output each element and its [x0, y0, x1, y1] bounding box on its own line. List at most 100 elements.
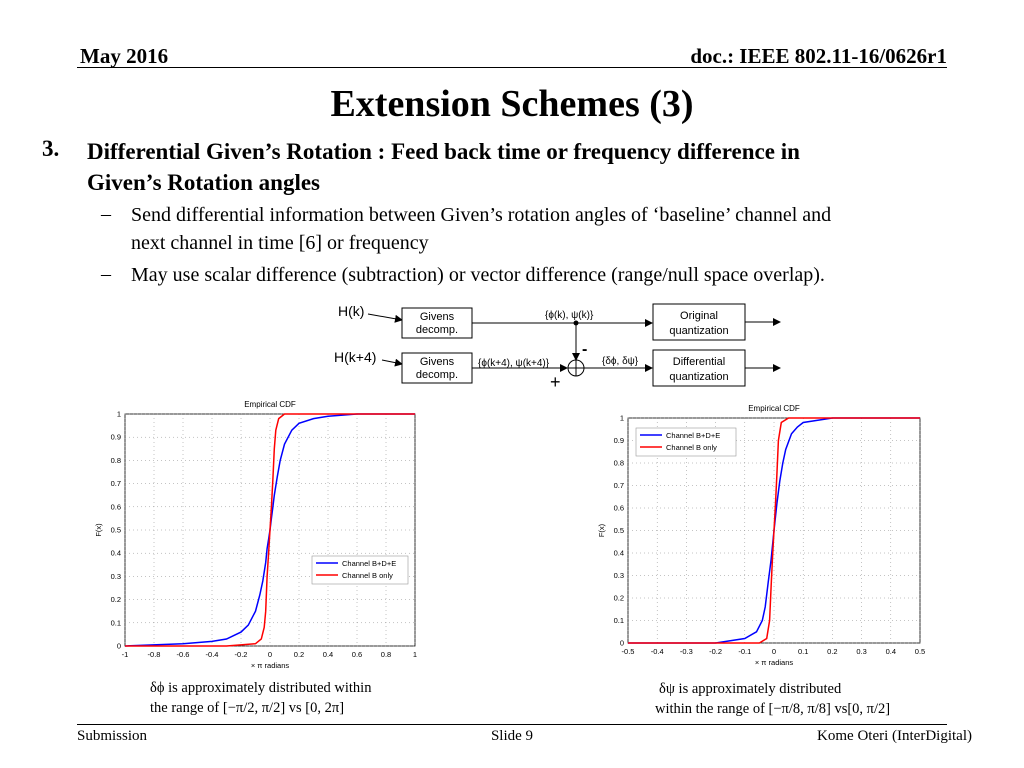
minus-sign: - — [582, 341, 587, 358]
legend-label: Channel B+D+E — [666, 431, 720, 440]
x-tick-label: -0.3 — [680, 647, 693, 656]
x-tick-label: 0.2 — [294, 650, 304, 659]
caption-right: δψ is approximately distributed within t… — [655, 679, 890, 719]
givens-box-2-line-1: Givens — [420, 356, 455, 368]
subpoint-1-line-1: Send differential information between Gi… — [131, 204, 832, 226]
caption-left-line-2: the range of [−π/2, π/2] vs [0, 2π] — [150, 700, 345, 716]
x-tick-label: 0 — [772, 647, 776, 656]
y-tick-label: 0.4 — [614, 549, 624, 558]
series-line-channel-b-only — [125, 413, 415, 647]
caption-left: δϕ is approximately distributed within t… — [150, 678, 371, 718]
original-quant-line-2: quantization — [669, 325, 728, 337]
footer-submission: Submission — [77, 728, 148, 744]
cdf-chart-phi: -1 -0.8 -0.6 -0.4 -0.2 0 0.2 0.4 0.6 0.8 1 0 0.1 0.2 0… — [94, 400, 417, 670]
arrow-hk — [367, 313, 403, 323]
point-text: Differential Given’s Rotation : Feed bac… — [87, 136, 967, 198]
x-tick-label: -0.2 — [235, 650, 248, 659]
header-doc-id: doc.: IEEE 802.11-16/0626r1 — [690, 44, 947, 68]
x-axis-label: × π radians — [251, 661, 290, 670]
x-tick-label: 0.8 — [381, 650, 391, 659]
givens-decomp-box-2 — [401, 352, 473, 384]
legend-box — [635, 427, 737, 457]
y-axis-label: F(x) — [94, 523, 103, 537]
x-tick-label: -0.5 — [622, 647, 635, 656]
footer-slide-number: Slide 9 — [490, 728, 534, 744]
givens-box-1-line-1: Givens — [420, 311, 455, 323]
differential-quant-line-1: Differential — [673, 356, 725, 368]
x-tick-label: -0.6 — [177, 650, 190, 659]
y-tick-label: 0.8 — [111, 456, 121, 465]
header-date: May 2016 — [80, 44, 169, 68]
block-diagram: H(k) H(k+4) Givens decomp. Givens decomp… — [334, 303, 781, 392]
x-tick-label: -0.4 — [651, 647, 664, 656]
y-tick-label: 0.5 — [614, 526, 624, 535]
point-line-2: Given’s Rotation angles — [87, 170, 320, 195]
y-tick-label: 0.8 — [614, 459, 624, 468]
subpoint-1-line-2: next channel in time [6] or frequency — [131, 232, 429, 254]
legend-label: Channel B only — [342, 571, 393, 580]
chart-title: Empirical CDF — [748, 404, 800, 413]
caption-right-line-2: within the range of [−π/8, π/8] vs[0, π/… — [655, 701, 891, 717]
x-axis-label: × π radians — [755, 658, 794, 667]
y-tick-label: 0.2 — [111, 595, 121, 604]
x-tick-label: 0.6 — [352, 650, 362, 659]
y-tick-label: 0.7 — [111, 479, 121, 488]
differential-quant-line-2: quantization — [669, 371, 728, 383]
footer-author: Kome Oteri (InterDigital) — [817, 728, 972, 744]
x-tick-label: 0 — [268, 650, 272, 659]
footer-rule — [77, 724, 947, 725]
y-tick-label: 0 — [620, 639, 624, 648]
x-tick-label: -0.8 — [148, 650, 161, 659]
y-tick-label: 0.6 — [111, 502, 121, 511]
y-tick-label: 0.3 — [111, 572, 121, 581]
x-tick-label: -0.1 — [738, 647, 751, 656]
subpoint-2-dash: – — [101, 263, 111, 285]
cdf-chart-psi: -0.5 -0.4 -0.3 -0.2 -0.1 0 0.1 0.2 0.3 0.4 0.5 0 0.1… — [597, 404, 925, 667]
x-tick-label: 0.5 — [915, 647, 925, 656]
y-tick-label: 0 — [117, 642, 121, 651]
y-tick-label: 0.9 — [111, 433, 121, 442]
givens-box-2-line-2: decomp. — [416, 369, 458, 381]
series-line-channel-bde — [628, 417, 920, 644]
subpoint-1-dash: – — [101, 203, 111, 225]
x-tick-label: -0.4 — [206, 650, 219, 659]
legend-label: Channel B only — [666, 443, 717, 452]
caption-left-line-1: δϕ is approximately distributed within — [150, 680, 372, 696]
header-rule — [77, 67, 947, 68]
givens-box-1-line-2: decomp. — [416, 324, 458, 336]
subpoint-2-line-1: May use scalar difference (subtraction) … — [131, 264, 825, 286]
differential-quantization-box — [652, 349, 746, 387]
plus-sign: + — [550, 372, 561, 392]
x-tick-label: 0.1 — [798, 647, 808, 656]
y-tick-label: 0.6 — [614, 504, 624, 513]
y-tick-label: 0.5 — [111, 526, 121, 535]
y-tick-label: 0.1 — [111, 618, 121, 627]
y-tick-label: 0.2 — [614, 594, 624, 603]
subpoint-2: May use scalar difference (subtraction) … — [131, 261, 981, 289]
x-tick-label: 0.2 — [827, 647, 837, 656]
y-tick-label: 0.3 — [614, 571, 624, 580]
y-tick-label: 0.7 — [614, 481, 624, 490]
series-line-channel-b-only — [628, 417, 920, 644]
x-tick-label: -1 — [122, 650, 129, 659]
label-phi-psi-k4: {ϕ(k+4), ψ(k+4)} — [478, 358, 550, 369]
label-delta: {δϕ, δψ} — [602, 356, 639, 367]
y-tick-label: 0.4 — [111, 549, 121, 558]
original-quant-line-1: Original — [680, 310, 718, 322]
diagram-input-hk4: H(k+4) — [334, 349, 376, 365]
y-tick-label: 0.9 — [614, 436, 624, 445]
y-tick-label: 1 — [620, 414, 624, 423]
slide-title: Extension Schemes (3) — [330, 83, 694, 125]
y-tick-label: 0.1 — [614, 616, 624, 625]
x-tick-label: 0.4 — [323, 650, 333, 659]
x-tick-label: 0.3 — [856, 647, 866, 656]
label-phi-psi-k: {ϕ(k), ψ(k)} — [545, 310, 594, 321]
point-number: 3. — [42, 136, 60, 161]
point-line-1: Differential Given’s Rotation : Feed bac… — [87, 139, 800, 164]
x-tick-label: 1 — [413, 650, 417, 659]
givens-decomp-box-1 — [401, 307, 473, 339]
diagram-input-hk: H(k) — [338, 303, 364, 319]
x-tick-label: 0.4 — [886, 647, 896, 656]
subpoint-1: Send differential information between Gi… — [131, 201, 981, 257]
y-tick-label: 1 — [117, 410, 121, 419]
